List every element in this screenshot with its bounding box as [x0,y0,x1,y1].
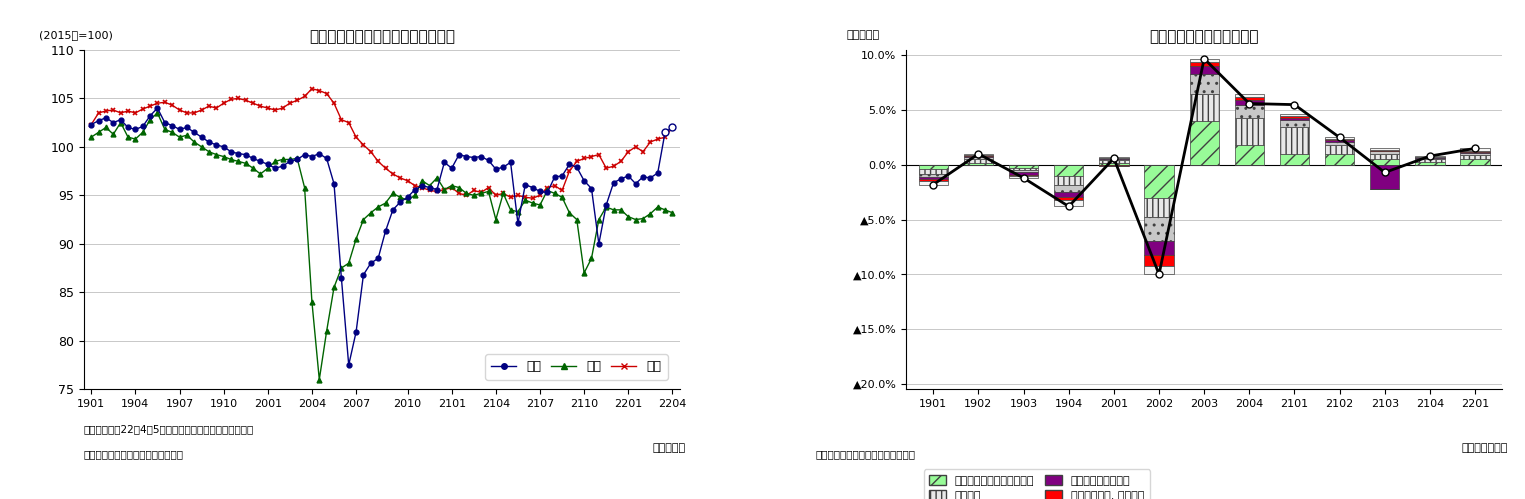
Bar [1054,185,1083,192]
Bar [1144,198,1174,218]
Bar [964,159,993,163]
Bar [1279,118,1308,120]
Bar [1190,66,1218,74]
Bar [1235,145,1264,165]
Bar [1325,140,1354,142]
Bar [964,163,993,165]
Text: （資料）経済産業省「鉱工業指数」: （資料）経済産業省「鉱工業指数」 [84,449,185,459]
Bar [1235,118,1264,145]
Bar [1325,154,1354,165]
Bar [1100,161,1128,163]
Bar [1054,200,1083,207]
Text: （資料）経済産業省「鉱工業指数」: （資料）経済産業省「鉱工業指数」 [816,449,917,459]
Bar [1100,158,1128,159]
Bar [1369,151,1400,154]
Bar [1010,168,1039,170]
Bar [1190,62,1218,66]
Bar [1279,127,1308,154]
Bar [1279,120,1308,127]
Bar [1235,105,1264,118]
Bar [1415,159,1444,162]
Bar [1190,59,1218,62]
Text: （年・四半期）: （年・四半期） [1461,444,1508,454]
Legend: 生産, 出荷, 在庫: 生産, 出荷, 在庫 [485,354,668,380]
Bar [1369,148,1400,150]
Bar [1461,159,1490,165]
Bar [1100,165,1128,166]
Bar [1369,150,1400,151]
Bar [1054,192,1083,197]
Bar [1190,121,1218,165]
Bar [918,169,949,174]
Text: (2015年=100): (2015年=100) [40,30,113,40]
Bar [1325,139,1354,140]
Bar [1461,152,1490,153]
Bar [1100,163,1128,165]
Bar [1010,173,1039,175]
Bar [1325,142,1354,145]
Bar [1144,254,1174,265]
Bar [1369,159,1400,165]
Bar [1054,165,1083,176]
Bar [918,165,949,169]
Bar [1144,165,1174,198]
Bar [1190,74,1218,94]
Bar [1279,116,1308,118]
Bar [1235,97,1264,100]
Text: （前期比）: （前期比） [846,30,880,40]
Bar [1461,151,1490,152]
Bar [1235,94,1264,97]
Bar [1010,170,1039,173]
Bar [918,177,949,179]
Text: （注）生産の22年4、5月は製造工業生産予測指数で延長: （注）生産の22年4、5月は製造工業生産予測指数で延長 [84,424,255,434]
Legend: 生産用・汎用・業務用機械, 輸送機械, 電子部品・デバイス、, 電気・情報通信機械, 化学工業（除. 医薬品）, その他: 生産用・汎用・業務用機械, 輸送機械, 電子部品・デバイス、, 電気・情報通信機… [924,470,1150,499]
Bar [1100,157,1128,158]
Bar [1279,114,1308,116]
Bar [964,154,993,155]
Title: 鉱工業生産・出荷・在庫指数の推移: 鉱工業生産・出荷・在庫指数の推移 [310,29,454,44]
Bar [964,156,993,157]
Bar [1461,153,1490,155]
Text: （年・月）: （年・月） [653,444,686,454]
Bar [964,155,993,156]
Bar [1461,155,1490,159]
Bar [1415,157,1444,158]
Bar [918,179,949,181]
Bar [918,174,949,177]
Bar [1415,156,1444,157]
Bar [964,157,993,159]
Bar [1144,242,1174,254]
Bar [1369,154,1400,159]
Bar [1054,197,1083,200]
Bar [1100,159,1128,161]
Bar [1415,162,1444,165]
Bar [1010,176,1039,178]
Bar [918,181,949,185]
Bar [1144,218,1174,242]
Bar [1325,137,1354,139]
Bar [1054,176,1083,185]
Bar [1144,265,1174,274]
Bar [1415,158,1444,159]
Bar [1369,165,1400,189]
Bar [1325,145,1354,154]
Bar [1461,148,1490,151]
Bar [1010,175,1039,176]
Bar [1010,165,1039,168]
Bar [1279,154,1308,165]
Bar [1235,100,1264,105]
Bar [1190,94,1218,121]
Title: 鉱工業生産の業種別寄与度: 鉱工業生産の業種別寄与度 [1150,29,1260,44]
